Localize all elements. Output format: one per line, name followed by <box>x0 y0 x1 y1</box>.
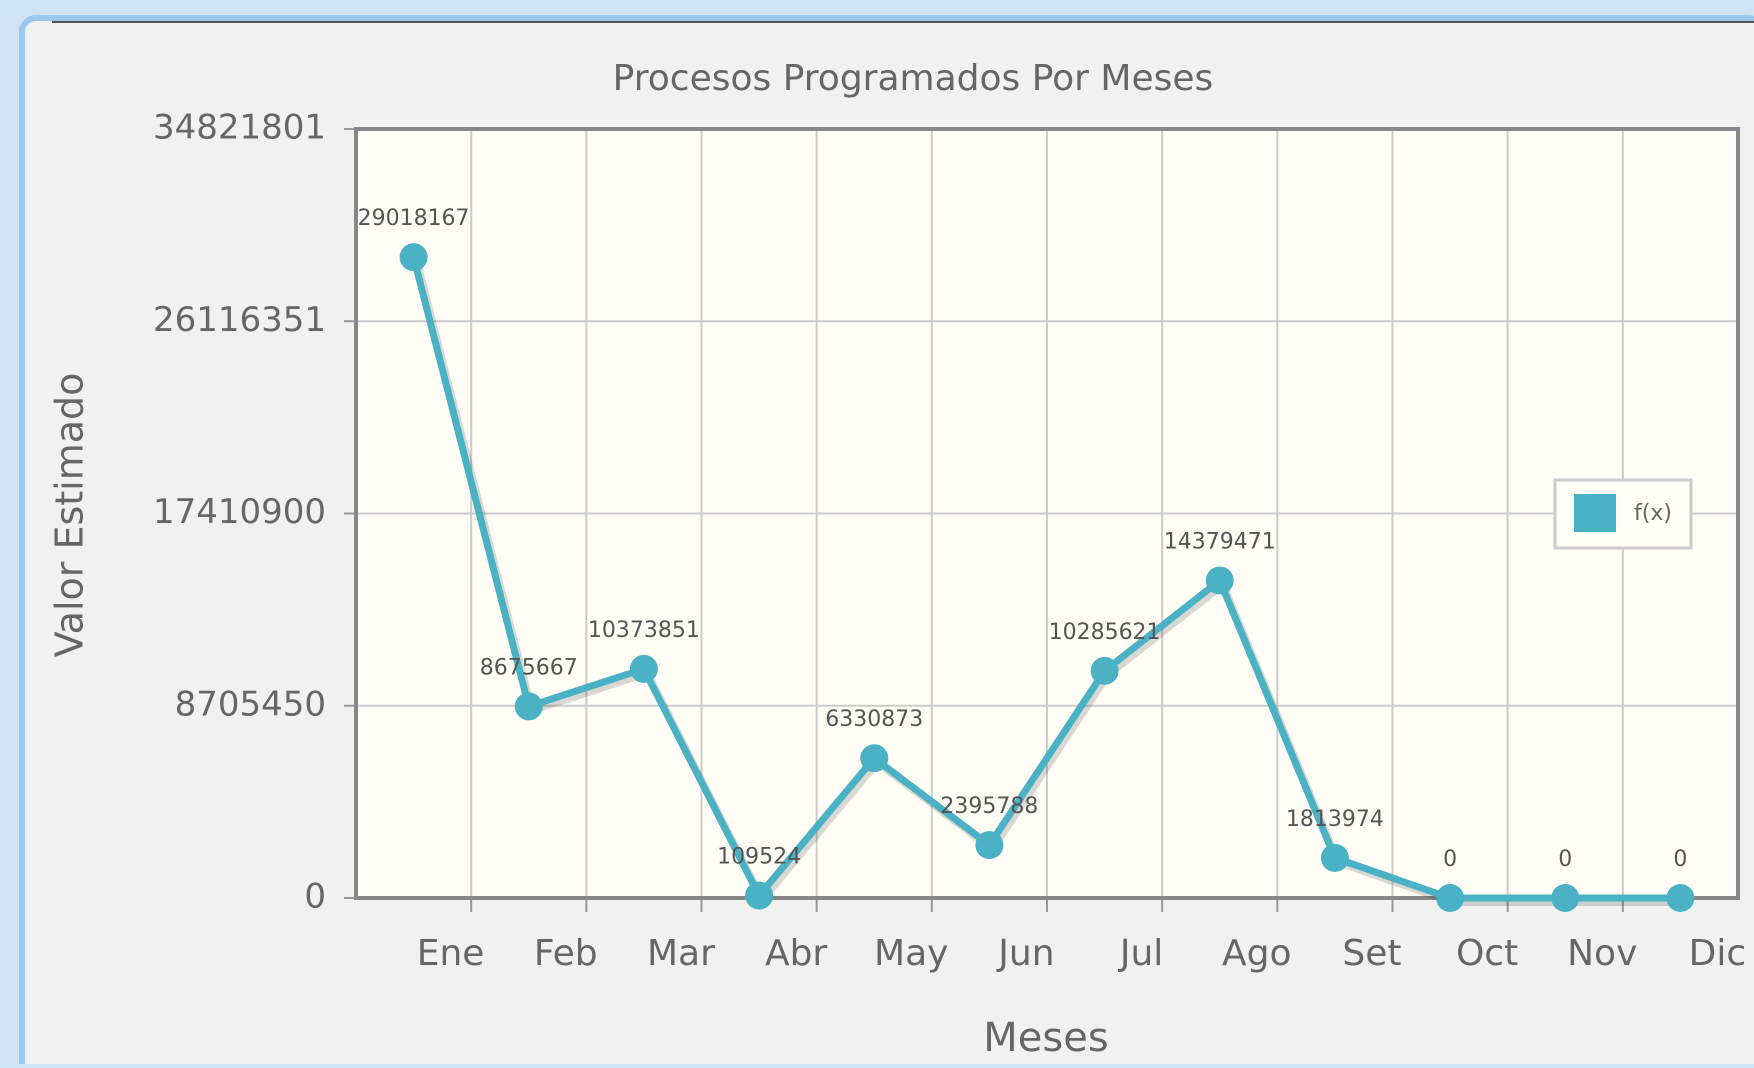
data-label: 10285621 <box>1049 620 1161 645</box>
data-label: 29018167 <box>358 206 470 231</box>
x-tick-label: Jun <box>996 933 1054 974</box>
point <box>1551 884 1580 912</box>
point <box>1205 566 1234 595</box>
y-tick-label: 17410900 <box>153 492 326 532</box>
x-tick-label: Abr <box>765 933 827 974</box>
point <box>975 831 1004 860</box>
data-label: 6330873 <box>825 707 923 732</box>
plot-border <box>354 127 1740 900</box>
x-axis-title: Meses <box>983 1015 1108 1061</box>
y-tick-label: 34821801 <box>153 108 326 148</box>
data-label: 10373851 <box>588 618 700 643</box>
data-label: 1813974 <box>1286 807 1384 832</box>
point <box>1666 884 1695 912</box>
point <box>629 654 658 683</box>
data-label: 2395788 <box>940 794 1038 819</box>
series-line <box>410 256 1681 902</box>
chart-title: Procesos Programados Por Meses <box>613 58 1214 99</box>
point <box>1436 884 1465 912</box>
data-label: 0 <box>1673 847 1687 872</box>
point <box>1320 843 1349 872</box>
data-label: 14379471 <box>1164 529 1276 554</box>
x-tick-label: Oct <box>1456 933 1518 974</box>
data-label: 0 <box>1443 847 1457 872</box>
y-axis-title: Valor Estimado <box>48 373 92 658</box>
x-tick-label: Ago <box>1222 933 1292 974</box>
x-tick-label: Feb <box>534 933 598 974</box>
x-tick-label: Dic <box>1689 933 1747 974</box>
data-label: 109524 <box>717 845 801 870</box>
point <box>745 881 774 910</box>
point <box>1090 656 1119 685</box>
point <box>860 744 889 773</box>
point <box>399 243 428 272</box>
x-tick-label: Set <box>1342 933 1401 974</box>
y-tick-label: 26116351 <box>153 300 326 340</box>
x-tick-label: Ene <box>417 933 485 974</box>
y-tick-label: 8705450 <box>175 684 326 724</box>
line-shadow <box>412 260 1684 907</box>
legend-label: f(x) <box>1634 501 1672 526</box>
y-tick-label: 0 <box>304 877 326 917</box>
point <box>514 692 543 721</box>
legend-swatch <box>1574 494 1616 532</box>
x-tick-label: Nov <box>1567 933 1637 974</box>
x-tick-label: Mar <box>647 933 715 974</box>
x-tick-label: May <box>874 933 948 974</box>
x-tick-label: Jul <box>1118 933 1163 974</box>
data-label: 8675667 <box>480 655 578 680</box>
data-label: 0 <box>1558 847 1572 872</box>
